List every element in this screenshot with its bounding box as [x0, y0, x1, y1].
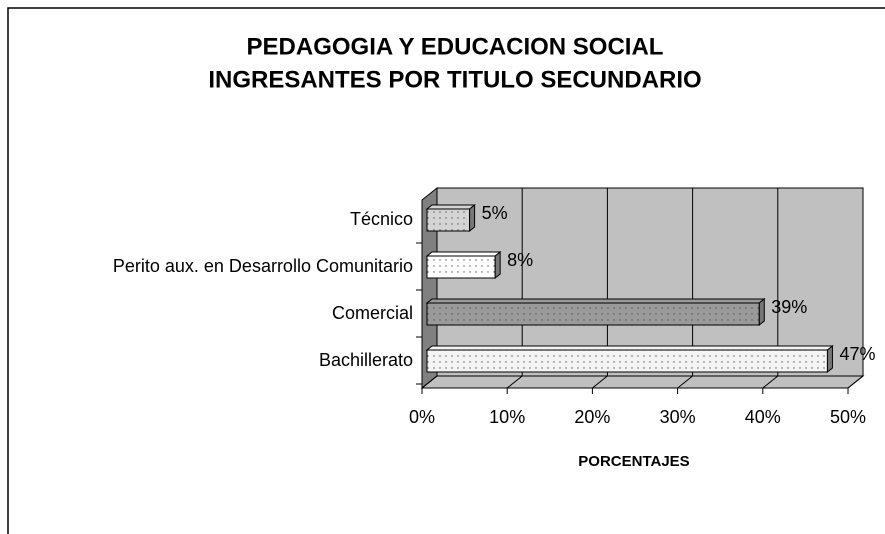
- grid-line: [677, 375, 693, 389]
- y-tick-label: Técnico: [350, 209, 413, 229]
- x-tick-label: 20%: [574, 407, 610, 427]
- bar-texture: [427, 303, 760, 325]
- bar-side: [494, 250, 501, 280]
- x-tick-label: 50%: [830, 407, 866, 427]
- bar-texture: [427, 256, 496, 278]
- bar-top: [425, 251, 502, 257]
- x-tick-label: 0%: [409, 407, 435, 427]
- grid-line: [421, 375, 438, 389]
- bar-side: [469, 203, 476, 233]
- data-label: 5%: [482, 203, 508, 223]
- x-axis-title: PORCENTAJES: [578, 453, 689, 470]
- floor: [420, 375, 865, 389]
- y-tick-label: Bachillerato: [319, 350, 413, 370]
- grid-line: [762, 375, 779, 389]
- y-tick-label: Comercial: [332, 303, 413, 323]
- grid-line: [592, 375, 608, 389]
- data-label: 39%: [771, 297, 807, 317]
- bar-top: [425, 345, 834, 351]
- data-label: 47%: [839, 344, 875, 364]
- x-tick-label: 10%: [489, 407, 525, 427]
- chart-title: PEDAGOGIA Y EDUCACION SOCIAL: [247, 33, 664, 60]
- bar-top: [425, 298, 766, 304]
- grid-line: [506, 375, 523, 389]
- bar-side: [826, 344, 833, 374]
- bar-texture: [427, 350, 828, 372]
- bar-top: [425, 204, 477, 210]
- x-tick-label: 30%: [660, 407, 696, 427]
- x-tick-label: 40%: [745, 407, 781, 427]
- bar-side: [758, 297, 765, 327]
- grid-line: [847, 375, 864, 389]
- bar-texture: [427, 209, 470, 231]
- y-tick-label: Perito aux. en Desarrollo Comunitario: [113, 256, 413, 276]
- data-label: 8%: [507, 250, 533, 270]
- chart-title: INGRESANTES POR TITULO SECUNDARIO: [208, 66, 701, 93]
